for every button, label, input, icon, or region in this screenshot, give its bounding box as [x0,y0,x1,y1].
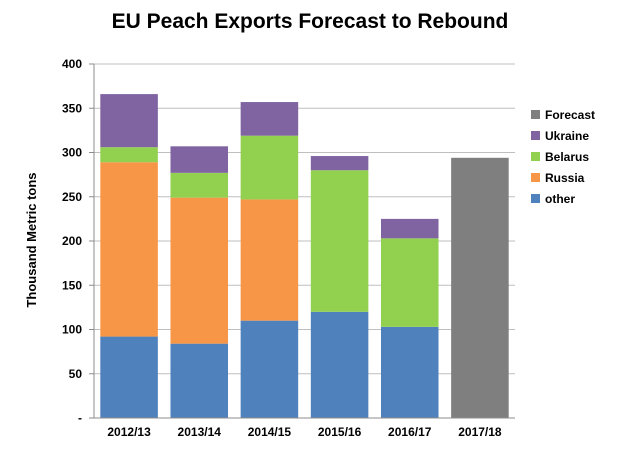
legend-swatch [531,110,540,119]
bar-segment-other [170,343,229,418]
x-tick-label: 2014/15 [248,425,292,439]
y-tick-label: 250 [62,190,82,204]
legend-label: Ukraine [545,129,589,143]
y-tick-label: 400 [62,57,82,71]
x-tick-label: 2017/18 [458,425,502,439]
bar-segment-other [310,311,369,418]
chart-title: EU Peach Exports Forecast to Rebound [111,10,509,33]
bar-segment-belarus [380,238,439,327]
legend-swatch [531,173,540,182]
x-tick-label: 2013/14 [178,425,222,439]
y-tick-label: 150 [62,278,82,292]
x-tick-label: 2012/13 [107,425,151,439]
bars [100,94,509,418]
bar-segment-other [380,326,439,418]
y-tick-label: - [78,411,82,425]
y-tick-label: 300 [62,146,82,160]
bar-segment-ukraine [240,102,299,136]
bar-segment-ukraine [380,218,439,239]
bar-segment-belarus [100,147,158,163]
legend-swatch [531,152,540,161]
bar-segment-other [100,336,158,418]
y-tick-label: 50 [69,367,83,381]
y-tick-label: 200 [62,234,82,248]
legend-label: Russia [545,171,585,185]
legend-swatch [531,131,540,140]
bar-segment-ukraine [310,156,369,171]
legend: Forecast Ukraine Belarus Russia other [531,108,595,206]
legend-swatch [531,194,540,203]
axes: - 50 100 150 200 250 300 350 400 2012/13 2013/14 20… [62,57,515,439]
y-axis-title: Thousand Metric tons [24,172,39,307]
grid-lines [94,63,515,375]
y-tick-label: 350 [62,101,82,115]
bar-segment-belarus [310,170,369,312]
y-tick-label: 100 [62,323,82,337]
bar-segment-ukraine [170,146,229,173]
legend-label: Forecast [545,108,595,122]
bar-segment-other [240,320,299,418]
bar-segment-ukraine [100,94,158,148]
x-tick-label: 2015/16 [318,425,362,439]
legend-label: other [545,192,575,206]
bar-segment-russia [170,197,229,344]
bar-segment-belarus [240,135,299,200]
x-tick-label: 2016/17 [388,425,432,439]
legend-label: Belarus [545,150,589,164]
bar-segment-belarus [170,172,229,198]
bar-segment-russia [100,162,158,337]
bar-segment-forecast [451,157,509,418]
bar-segment-russia [240,199,299,321]
